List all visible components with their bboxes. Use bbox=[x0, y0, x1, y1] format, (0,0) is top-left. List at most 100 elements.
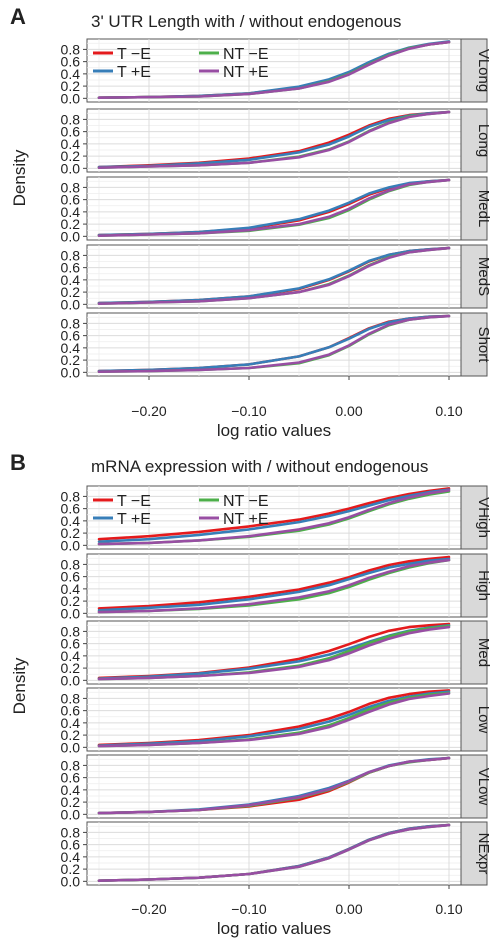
x-tick-label: −0.10 bbox=[231, 901, 267, 917]
y-tick-label: 0.0 bbox=[61, 228, 81, 244]
y-tick-label: 0.2 bbox=[61, 284, 81, 300]
y-tick-label: 0.0 bbox=[61, 806, 81, 822]
y-tick-label: 0.6 bbox=[61, 501, 81, 517]
y-tick-label: 0.6 bbox=[61, 837, 81, 853]
y-tick-label: 0.8 bbox=[61, 824, 81, 840]
y-tick-label: 0.0 bbox=[61, 296, 81, 312]
y-tick-label: 0.8 bbox=[61, 623, 81, 639]
facet-strip-label: Low bbox=[475, 706, 492, 734]
y-tick-label: 0.2 bbox=[61, 593, 81, 609]
series-line-nt-pe bbox=[97, 40, 451, 99]
facet-strip-label: Long bbox=[475, 124, 492, 157]
facet-strip bbox=[460, 108, 488, 173]
x-tick-label: −0.20 bbox=[131, 901, 167, 917]
facet-strip bbox=[460, 553, 488, 618]
y-tick-label: 0.8 bbox=[61, 179, 81, 195]
y-tick-label: 0.6 bbox=[61, 569, 81, 585]
y-tick-label: 0.0 bbox=[61, 537, 81, 553]
y-tick-label: 0.0 bbox=[61, 873, 81, 889]
series-line-nt-pe bbox=[97, 823, 451, 883]
facet-vlong: 0.00.20.40.60.8 VLong T −ET +E NT −ENT +E bbox=[61, 38, 492, 106]
y-tick-label: 0.0 bbox=[61, 605, 81, 621]
facet-strip-label: MedS bbox=[475, 257, 492, 296]
legend-label: NT −E bbox=[223, 493, 269, 510]
facet-nexpr: 0.00.20.40.60.8 NExpr −0.20 −0.10 0.00 0.10 bbox=[61, 821, 492, 917]
y-tick-label: 0.2 bbox=[61, 78, 81, 94]
series-line-nt-pe bbox=[97, 756, 451, 815]
series-line-nt-pe bbox=[97, 178, 451, 237]
legend-label: T +E bbox=[117, 64, 151, 81]
x-axis-label: log ratio values bbox=[217, 421, 331, 440]
legend-label: T −E bbox=[117, 46, 151, 63]
y-tick-label: 0.6 bbox=[61, 770, 81, 786]
facet-strip bbox=[460, 38, 488, 103]
x-tick-label: 0.10 bbox=[435, 901, 462, 917]
series-line-t-pe bbox=[97, 488, 451, 544]
series-line-t-me bbox=[97, 555, 451, 610]
facet-strip-label: Med bbox=[475, 638, 492, 667]
facet-strip bbox=[460, 312, 488, 377]
y-tick-label: 0.6 bbox=[61, 260, 81, 276]
y-tick-label: 0.6 bbox=[61, 54, 81, 70]
series-line-nt-pe bbox=[97, 314, 451, 374]
y-tick-label: 0.2 bbox=[61, 216, 81, 232]
facet-strip-label: Short bbox=[475, 327, 492, 364]
facet-strip-label: High bbox=[475, 570, 492, 601]
y-tick-label: 0.6 bbox=[61, 636, 81, 652]
y-tick-label: 0.4 bbox=[61, 849, 81, 865]
legend: T −ET +E NT −ENT +E bbox=[93, 493, 269, 528]
facet-short: 0.00.20.40.60.8 Short −0.20 −0.10 0.00 0.10 bbox=[61, 312, 492, 419]
y-tick-label: 0.4 bbox=[61, 272, 81, 288]
facet-strip bbox=[460, 754, 488, 819]
facet-strip bbox=[460, 244, 488, 309]
facet-strip-label: VLow bbox=[475, 768, 492, 806]
facet-medl: 0.00.20.40.60.8 MedL bbox=[61, 176, 492, 244]
facet-strip bbox=[460, 687, 488, 752]
y-tick-label: 0.8 bbox=[61, 41, 81, 57]
x-tick-label: −0.20 bbox=[131, 403, 167, 419]
y-tick-label: 0.6 bbox=[61, 124, 81, 140]
y-tick-label: 0.4 bbox=[61, 204, 81, 220]
y-tick-label: 0.8 bbox=[61, 315, 81, 331]
y-tick-label: 0.0 bbox=[61, 672, 81, 688]
panel-A: A 3' UTR Length with / without endogenous… bbox=[10, 4, 492, 440]
facet-long: 0.00.20.40.60.8 Long bbox=[61, 108, 492, 176]
y-tick-label: 0.0 bbox=[61, 364, 81, 380]
panel-letter: A bbox=[10, 4, 26, 29]
series-line-nt-pe bbox=[97, 488, 451, 546]
legend-label: T −E bbox=[117, 493, 151, 510]
x-tick-label: 0.00 bbox=[335, 901, 362, 917]
series-line-nt-pe bbox=[97, 110, 451, 169]
y-tick-label: 0.4 bbox=[61, 581, 81, 597]
chart-title: 3' UTR Length with / without endogenous bbox=[91, 12, 401, 31]
y-tick-label: 0.4 bbox=[61, 136, 81, 152]
y-tick-label: 0.4 bbox=[61, 513, 81, 529]
legend-label: NT +E bbox=[223, 64, 269, 81]
series-line-nt-pe bbox=[97, 558, 451, 614]
y-tick-label: 0.8 bbox=[61, 757, 81, 773]
panel-letter: B bbox=[10, 450, 26, 475]
legend-label: T +E bbox=[117, 511, 151, 528]
y-tick-label: 0.8 bbox=[61, 111, 81, 127]
y-tick-label: 0.2 bbox=[61, 525, 81, 541]
series-line-t-me bbox=[97, 487, 451, 541]
facet-low: 0.00.20.40.60.8 Low bbox=[61, 687, 492, 755]
facet-strip bbox=[460, 176, 488, 241]
y-tick-label: 0.0 bbox=[61, 160, 81, 176]
facet-strip bbox=[460, 485, 488, 550]
y-tick-label: 0.4 bbox=[61, 340, 81, 356]
y-tick-label: 0.6 bbox=[61, 192, 81, 208]
facet-strip bbox=[460, 620, 488, 685]
facet-high: 0.00.20.40.60.8 High bbox=[61, 553, 492, 621]
facet-strip bbox=[460, 821, 488, 886]
y-tick-label: 0.2 bbox=[61, 352, 81, 368]
y-tick-label: 0.2 bbox=[61, 148, 81, 164]
series-line-nt-pe bbox=[97, 625, 451, 681]
y-tick-label: 0.8 bbox=[61, 556, 81, 572]
facet-strip-label: VLong bbox=[475, 49, 492, 92]
y-tick-label: 0.8 bbox=[61, 488, 81, 504]
y-tick-label: 0.4 bbox=[61, 715, 81, 731]
series-line-nt-pe bbox=[97, 246, 451, 306]
